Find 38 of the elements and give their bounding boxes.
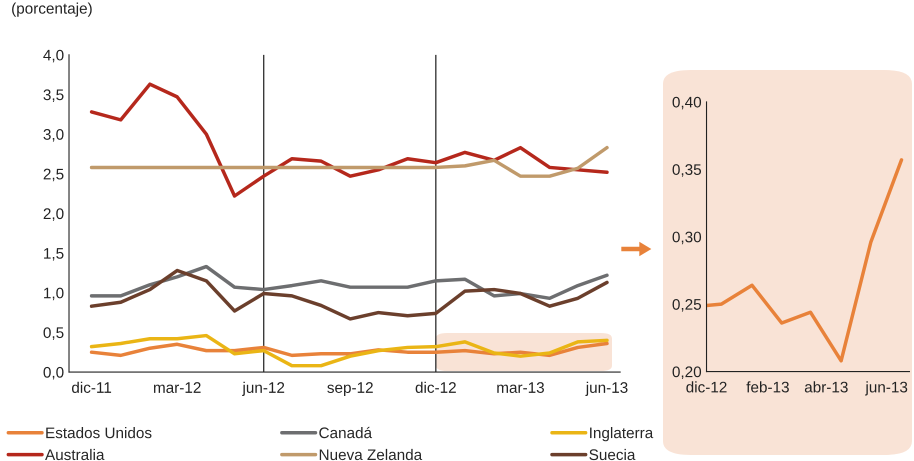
- y-tick-label: 1,0: [44, 288, 64, 300]
- x-tick-label: abr-13: [804, 381, 848, 393]
- y-tick-label: 0,20: [672, 366, 702, 380]
- legend-label: Canadá: [319, 426, 372, 438]
- y-tick-label: 2,5: [44, 168, 64, 182]
- x-tick-label: dic-12: [416, 382, 456, 393]
- line-series: [90, 82, 609, 198]
- x-tick-label: jun-13: [865, 381, 908, 396]
- line-series: [706, 158, 904, 363]
- y-tick-label: 4,0: [43, 50, 64, 62]
- y-tick-label: 0,0: [44, 366, 64, 380]
- line-series: [90, 146, 609, 178]
- line-series: [90, 334, 609, 368]
- y-tick-label: 3,0: [43, 129, 64, 142]
- x-tick-label: mar-13: [497, 382, 544, 393]
- legend-label: Suecia: [589, 448, 636, 460]
- y-tick-label: 1,5: [44, 248, 64, 261]
- y-tick-label: 0,40: [672, 96, 702, 110]
- y-tick-label: 2,0: [44, 208, 64, 221]
- x-tick-label: mar-12: [154, 382, 201, 393]
- y-tick-label: 3,5: [43, 89, 64, 102]
- y-tick-label: 0,25: [672, 299, 702, 312]
- y-axis-title: (porcentaje): [12, 2, 92, 17]
- x-tick-label: dic-11: [72, 382, 112, 393]
- line-series: [90, 268, 609, 321]
- x-tick-label: jun-12: [242, 382, 284, 396]
- x-tick-label: feb-13: [746, 381, 789, 393]
- legend-label: Australia: [45, 448, 104, 460]
- legend-label: Inglaterra: [590, 427, 654, 442]
- legend-label: Estados Unidos: [46, 427, 152, 438]
- line-series: [90, 264, 609, 300]
- y-tick-label: 0,30: [672, 232, 702, 244]
- x-tick-label: jun-13: [585, 382, 628, 396]
- y-tick-label: 0,5: [44, 327, 64, 340]
- x-tick-label: sep-12: [327, 382, 373, 396]
- x-tick-label: dic-12: [686, 381, 727, 393]
- y-tick-label: 0,35: [672, 164, 702, 177]
- legend-label: Nueva Zelanda: [320, 448, 422, 460]
